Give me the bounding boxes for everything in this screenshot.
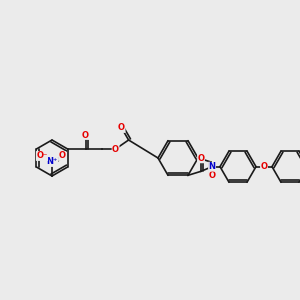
Text: N: N [208, 162, 215, 171]
Text: O: O [58, 152, 65, 160]
Text: O⁻: O⁻ [36, 152, 48, 160]
Text: O: O [208, 170, 215, 179]
Text: O: O [197, 154, 205, 163]
Text: O: O [118, 124, 125, 133]
Text: N⁺: N⁺ [46, 158, 58, 166]
Text: O: O [82, 130, 89, 140]
Text: O: O [112, 145, 119, 154]
Text: O: O [260, 162, 268, 171]
